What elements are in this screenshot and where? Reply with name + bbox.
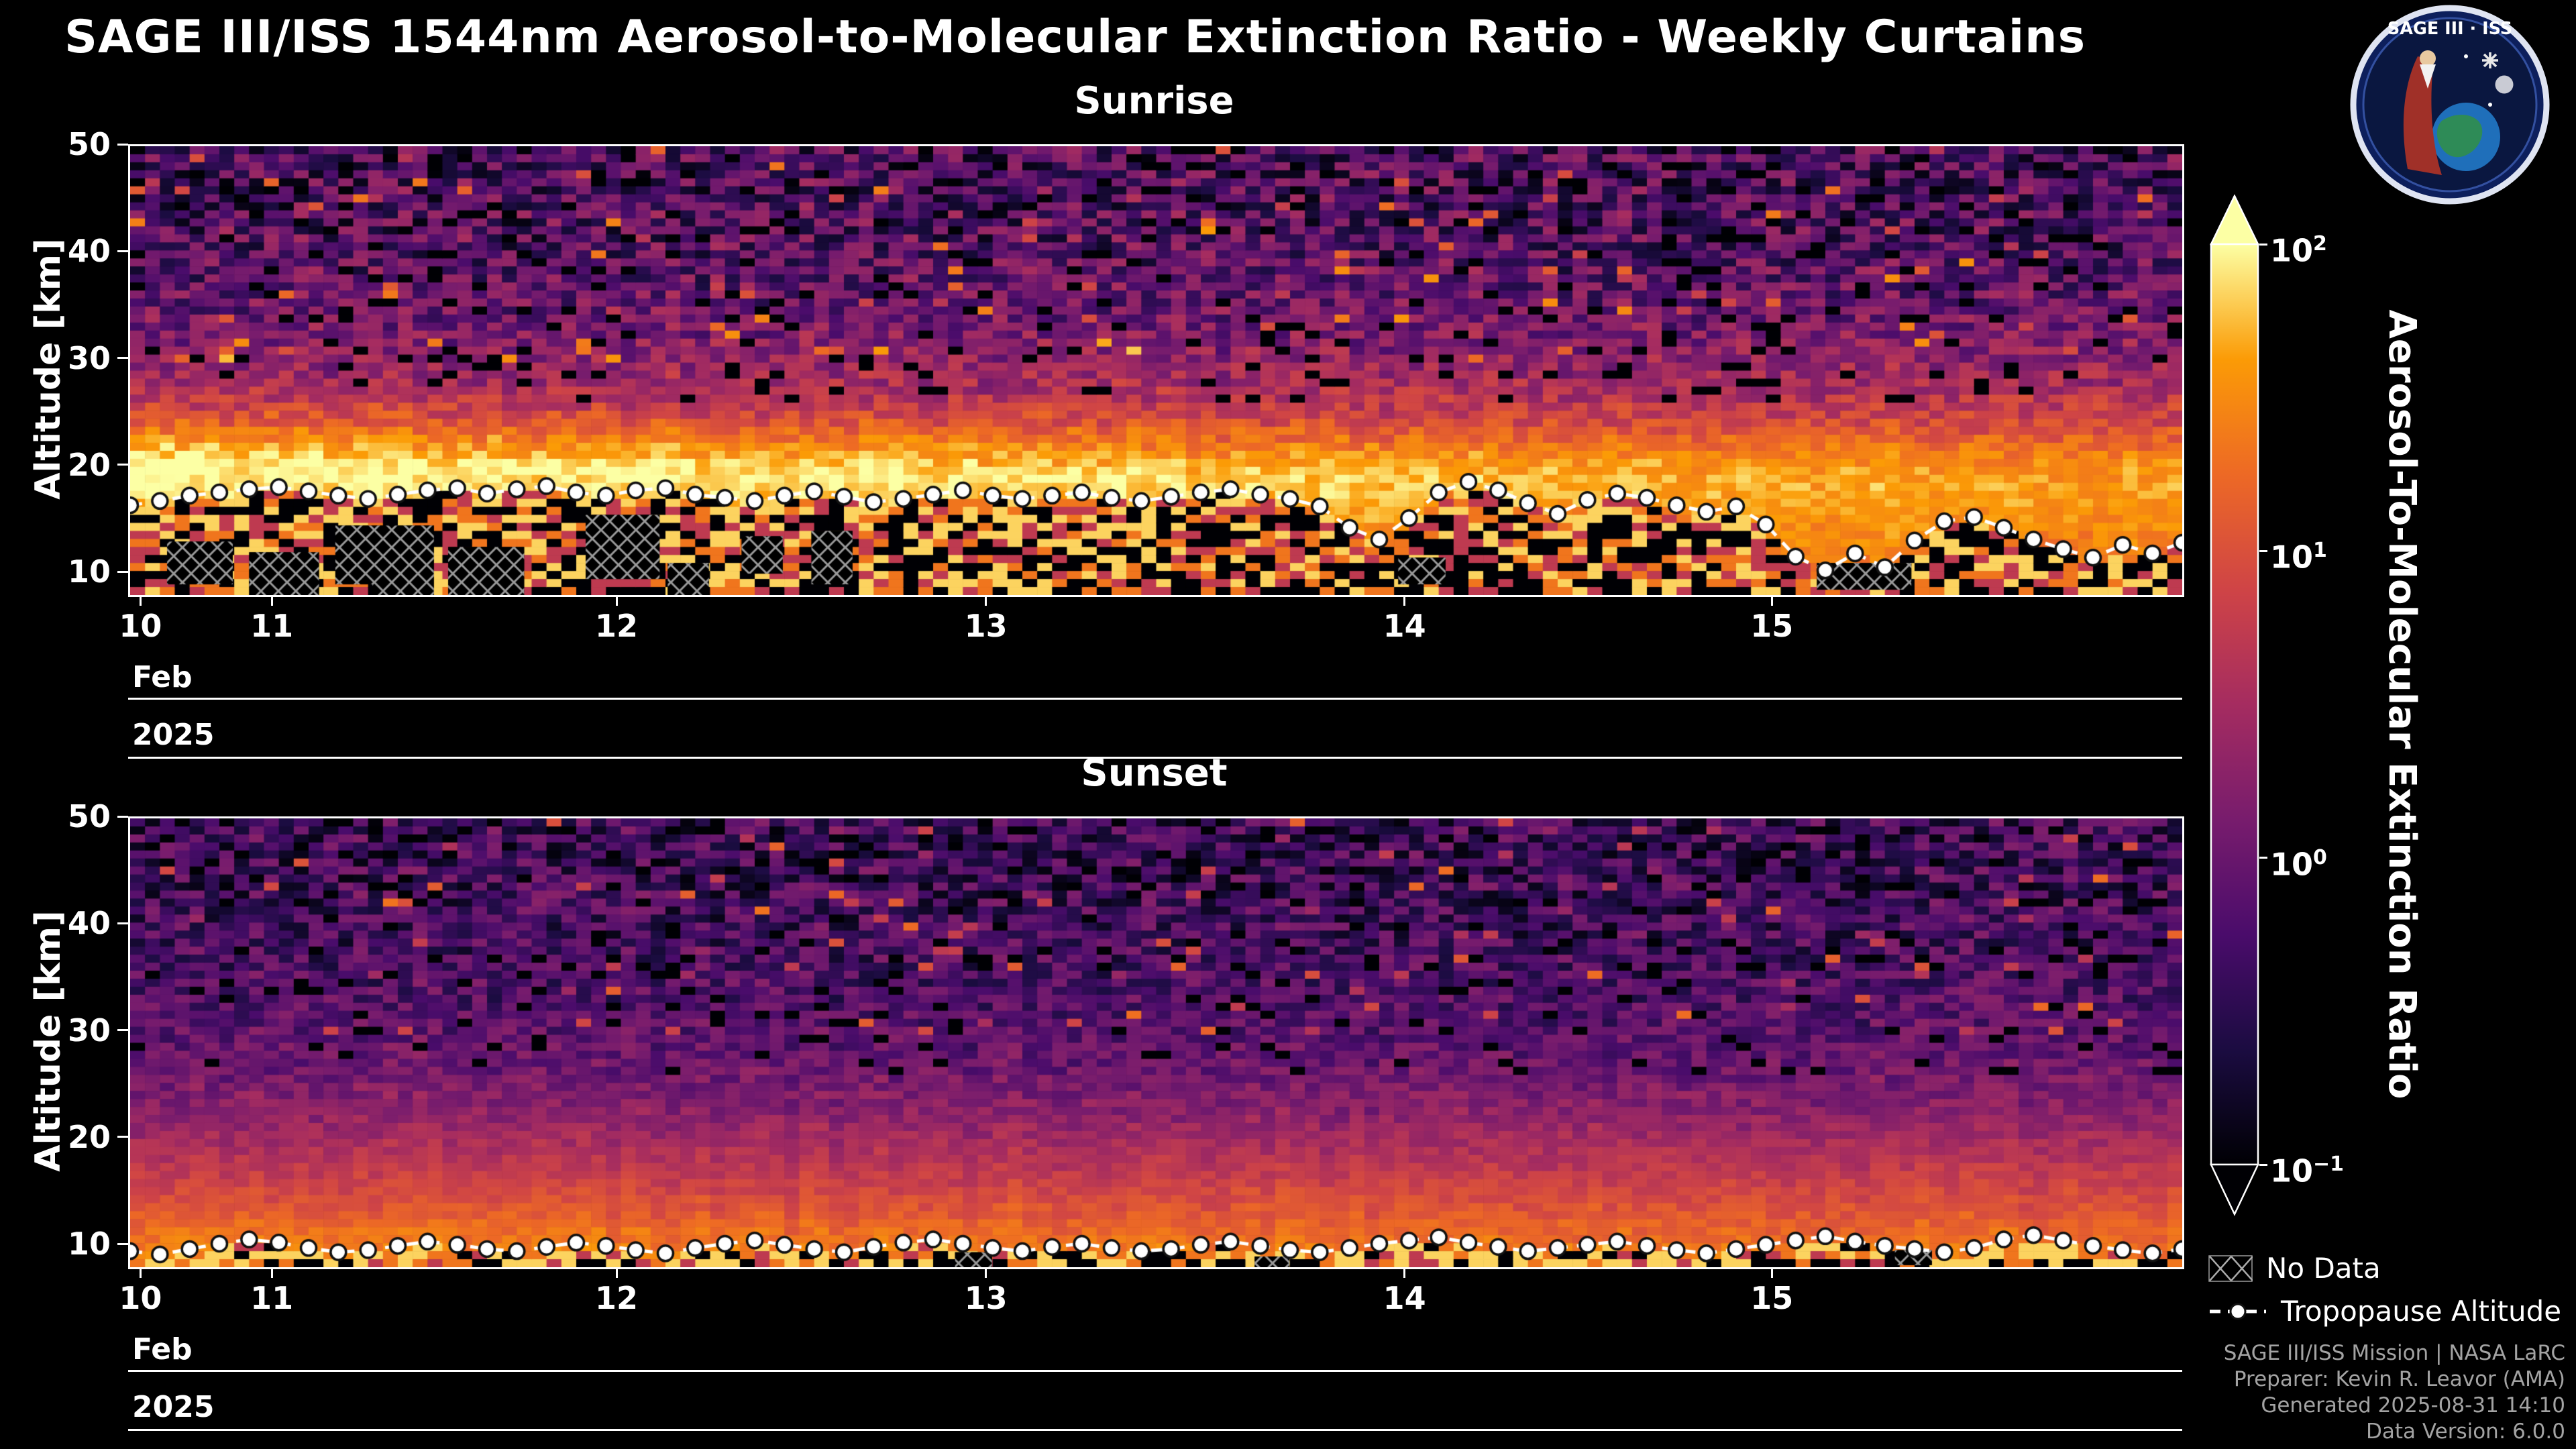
y-tick-label: 20 <box>67 446 111 483</box>
x-tick-mark <box>1403 595 1406 606</box>
x-axis-year-line <box>128 757 2182 759</box>
colorbar-tick-label: 101 <box>2270 539 2327 576</box>
x-tick-label: 13 <box>964 608 1008 644</box>
logo-title: SAGE III · ISS <box>2387 19 2512 39</box>
legend-no-data: No Data <box>2208 1252 2381 1285</box>
x-tick-label: 13 <box>964 1280 1008 1316</box>
attribution-line: SAGE III/ISS Mission | NASA LaRC <box>2223 1341 2565 1365</box>
colorbar <box>2210 195 2259 1216</box>
x-tick-label: 11 <box>250 1280 294 1316</box>
y-tick-label: 10 <box>67 553 111 590</box>
y-tick-mark <box>117 815 128 818</box>
y-tick-mark <box>117 570 128 573</box>
wizard-face-icon <box>2420 50 2436 66</box>
x-tick-mark <box>615 595 618 606</box>
legend-tropopause: Tropopause Altitude <box>2208 1295 2561 1328</box>
x-tick-label: 15 <box>1750 1280 1794 1316</box>
x-tick-mark <box>615 1267 618 1278</box>
y-tick-mark <box>117 1136 128 1138</box>
x-tick-label: 15 <box>1750 608 1794 644</box>
colorbar-tick-mark <box>2259 549 2267 552</box>
attribution-line: Data Version: 6.0.0 <box>2365 1419 2565 1444</box>
x-tick-label: 14 <box>1383 1280 1426 1316</box>
x-tick-mark <box>985 1267 987 1278</box>
colorbar-tick-mark <box>2259 857 2267 859</box>
y-tick-label: 50 <box>67 798 111 835</box>
colorbar-gradient <box>2210 243 2259 1166</box>
colorbar-tick-label: 102 <box>2270 232 2327 269</box>
legend-no-data-label: No Data <box>2266 1252 2381 1285</box>
star-icon <box>2488 103 2492 107</box>
y-tick-label: 50 <box>67 126 111 162</box>
wizard-beard-icon <box>2420 64 2436 89</box>
no-data-hatch-icon <box>2208 1254 2253 1282</box>
x-axis-month-label: Feb <box>132 1332 193 1366</box>
star-icon <box>2464 54 2468 58</box>
x-tick-mark <box>1403 1267 1406 1278</box>
tropopause-line-icon <box>2210 1303 2266 1320</box>
x-tick-mark <box>139 1267 142 1278</box>
wizard-figure-icon <box>2403 56 2442 175</box>
y-tick-label: 30 <box>67 1012 111 1049</box>
x-tick-label: 12 <box>595 608 639 644</box>
panel-title-sunrise: Sunrise <box>1074 79 1234 123</box>
y-tick-mark <box>117 922 128 924</box>
y-tick-mark <box>117 143 128 146</box>
sunrise-heatmap-canvas <box>130 146 2182 595</box>
y-tick-label: 30 <box>67 339 111 376</box>
x-tick-mark <box>985 595 987 606</box>
x-axis-year-label: 2025 <box>132 718 215 752</box>
colorbar-tick-mark <box>2259 1163 2267 1166</box>
sunset-heatmap-plot <box>128 816 2184 1269</box>
x-tick-label: 10 <box>119 608 162 644</box>
x-axis-month-label: Feb <box>132 660 193 694</box>
y-tick-label: 10 <box>67 1226 111 1263</box>
x-tick-mark <box>270 1267 273 1278</box>
x-axis-year-label: 2025 <box>132 1390 215 1424</box>
colorbar-tick-label: 10−1 <box>2270 1152 2345 1189</box>
x-axis-year-line <box>128 1429 2182 1431</box>
x-tick-label: 14 <box>1383 608 1426 644</box>
y-tick-label: 40 <box>67 233 111 270</box>
page-title: SAGE III/ISS 1544nm Aerosol-to-Molecular… <box>64 11 2086 64</box>
y-tick-mark <box>117 1029 128 1032</box>
x-axis-month-line <box>128 1370 2182 1372</box>
sunset-heatmap-canvas <box>130 818 2182 1267</box>
x-tick-mark <box>1770 1267 1773 1278</box>
x-tick-label: 11 <box>250 608 294 644</box>
y-tick-mark <box>117 464 128 466</box>
x-axis-month-line <box>128 698 2182 700</box>
moon-icon <box>2495 75 2514 94</box>
y-tick-mark <box>117 250 128 252</box>
sage-iss-logo: SAGE III · ISS <box>2350 5 2550 205</box>
y-tick-mark <box>117 1242 128 1245</box>
earth-land-icon <box>2436 115 2483 158</box>
colorbar-extend-min-arrow <box>2210 1163 2259 1216</box>
x-tick-mark <box>270 595 273 606</box>
attribution-line: Generated 2025-08-31 14:10 <box>2261 1393 2565 1417</box>
y-tick-mark <box>117 357 128 360</box>
x-tick-label: 12 <box>595 1280 639 1316</box>
y-tick-label: 20 <box>67 1118 111 1155</box>
colorbar-tick-label: 100 <box>2270 845 2327 883</box>
colorbar-label: Aerosol-To-Molecular Extinction Ratio <box>2380 309 2424 1099</box>
colorbar-tick-mark <box>2259 243 2267 246</box>
x-tick-label: 10 <box>119 1280 162 1316</box>
colorbar-extend-max-arrow <box>2210 195 2259 246</box>
x-tick-mark <box>139 595 142 606</box>
legend-tropopause-label: Tropopause Altitude <box>2281 1295 2562 1328</box>
y-tick-label: 40 <box>67 905 111 942</box>
sunrise-heatmap-plot <box>128 144 2184 597</box>
iss-icon <box>2482 52 2498 68</box>
attribution-line: Preparer: Kevin R. Leavor (AMA) <box>2233 1367 2565 1391</box>
x-tick-mark <box>1770 595 1773 606</box>
attribution-block: SAGE III/ISS Mission | NASA LaRC Preparer… <box>2224 1340 2565 1445</box>
